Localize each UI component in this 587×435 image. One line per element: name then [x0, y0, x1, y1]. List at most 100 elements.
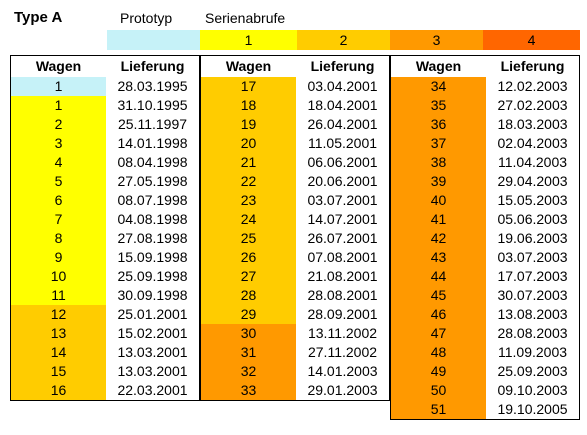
wagen-cell: 40 — [391, 191, 486, 210]
wagen-cell: 34 — [391, 77, 486, 96]
lieferung-cell: 20.06.2001 — [307, 173, 378, 189]
lieferung-cell: 29.04.2003 — [497, 173, 568, 189]
wagen-cell: 17 — [201, 77, 296, 96]
lieferung-cell: 28.08.2001 — [307, 287, 378, 303]
column-header-wagen: Wagen — [415, 58, 462, 74]
wagen-cell: 51 — [391, 400, 486, 419]
table-row: 4 08.04.1998 — [11, 153, 199, 172]
wagen-cell: 42 — [391, 229, 486, 248]
wagen-cell: 8 — [11, 229, 106, 248]
column-header-wagen: Wagen — [225, 58, 272, 74]
lieferung-cell: 11.09.2003 — [497, 344, 568, 360]
wagen-cell: 31 — [201, 343, 296, 362]
table-row: 21 06.06.2001 — [201, 153, 389, 172]
table-row: 44 17.07.2003 — [391, 267, 579, 286]
table-row: 1 31.10.1995 — [11, 96, 199, 115]
table-row: 32 14.01.2003 — [201, 362, 389, 381]
legend-swatch-2: 2 — [297, 30, 390, 50]
table-row: 35 27.02.2003 — [391, 96, 579, 115]
table-row: 49 25.09.2003 — [391, 362, 579, 381]
table-row: 10 25.09.1998 — [11, 267, 199, 286]
table-row: 2 25.11.1997 — [11, 115, 199, 134]
table-row: 38 11.04.2003 — [391, 153, 579, 172]
wagen-cell: 50 — [391, 381, 486, 400]
page-title: Type A — [14, 9, 63, 26]
legend-swatch-1: 1 — [200, 30, 297, 50]
lieferung-cell: 30.07.2003 — [497, 287, 568, 303]
wagen-cell: 46 — [391, 305, 486, 324]
lieferung-cell: 07.08.2001 — [307, 249, 378, 265]
wagen-cell: 26 — [201, 248, 296, 267]
table-row: 33 29.01.2003 — [201, 381, 389, 400]
lieferung-cell: 13.11.2002 — [307, 325, 378, 341]
delivery-table-3: Wagen Lieferung 34 12.02.2003 35 27.02.2003 36… — [390, 55, 580, 420]
table-row: 48 11.09.2003 — [391, 343, 579, 362]
table-row: 6 08.07.1998 — [11, 191, 199, 210]
table-row: 41 05.06.2003 — [391, 210, 579, 229]
wagen-cell: 39 — [391, 172, 486, 191]
table-row: 11 30.09.1998 — [11, 286, 199, 305]
wagen-cell: 33 — [201, 381, 296, 400]
legend-swatch-4: 4 — [483, 30, 580, 50]
lieferung-cell: 31.10.1995 — [117, 97, 188, 113]
lieferung-cell: 03.07.2001 — [307, 192, 378, 208]
table-row: 12 25.01.2001 — [11, 305, 199, 324]
wagen-cell: 44 — [391, 267, 486, 286]
lieferung-cell: 08.04.1998 — [117, 154, 188, 170]
table-row: 27 21.08.2001 — [201, 267, 389, 286]
lieferung-cell: 26.04.2001 — [307, 116, 378, 132]
delivery-table-1: Wagen Lieferung 1 28.03.1995 1 31.10.1995 2 25.… — [10, 55, 200, 401]
wagen-cell: 12 — [11, 305, 106, 324]
lieferung-cell: 14.07.2001 — [307, 211, 378, 227]
wagen-cell: 16 — [11, 381, 106, 400]
table-row: 50 09.10.2003 — [391, 381, 579, 400]
table-row: 34 12.02.2003 — [391, 77, 579, 96]
table-row: 13 15.02.2001 — [11, 324, 199, 343]
table-row: 36 18.03.2003 — [391, 115, 579, 134]
table-row: 24 14.07.2001 — [201, 210, 389, 229]
lieferung-cell: 18.03.2003 — [497, 116, 568, 132]
lieferung-cell: 14.01.1998 — [117, 135, 188, 151]
wagen-cell: 49 — [391, 362, 486, 381]
wagen-cell: 23 — [201, 191, 296, 210]
table-row: 26 07.08.2001 — [201, 248, 389, 267]
table-row: 43 03.07.2003 — [391, 248, 579, 267]
table-row: 28 28.08.2001 — [201, 286, 389, 305]
wagen-cell: 13 — [11, 324, 106, 343]
lieferung-cell: 02.04.2003 — [497, 135, 568, 151]
lieferung-cell: 19.06.2003 — [497, 230, 568, 246]
wagen-cell: 32 — [201, 362, 296, 381]
wagen-cell: 7 — [11, 210, 106, 229]
lieferung-cell: 28.08.2003 — [497, 325, 568, 341]
table-row: 51 19.10.2005 — [391, 400, 579, 419]
wagen-cell: 48 — [391, 343, 486, 362]
wagen-cell: 37 — [391, 134, 486, 153]
wagen-cell: 21 — [201, 153, 296, 172]
table-row: 14 13.03.2001 — [11, 343, 199, 362]
table-row: 31 27.11.2002 — [201, 343, 389, 362]
wagen-cell: 30 — [201, 324, 296, 343]
table-row: 29 28.09.2001 — [201, 305, 389, 324]
lieferung-cell: 15.05.2003 — [497, 192, 568, 208]
wagen-cell: 28 — [201, 286, 296, 305]
lieferung-cell: 08.07.1998 — [117, 192, 188, 208]
wagen-cell: 4 — [11, 153, 106, 172]
lieferung-cell: 11.05.2001 — [307, 135, 378, 151]
lieferung-cell: 15.02.2001 — [117, 325, 188, 341]
wagen-cell: 1 — [11, 77, 106, 96]
lieferung-cell: 14.01.2003 — [307, 363, 378, 379]
wagen-cell: 24 — [201, 210, 296, 229]
lieferung-cell: 22.03.2001 — [117, 382, 188, 398]
table-row: 23 03.07.2001 — [201, 191, 389, 210]
lieferung-cell: 27.11.2002 — [307, 344, 378, 360]
lieferung-cell: 25.09.2003 — [497, 363, 568, 379]
legend-swatch-3: 3 — [390, 30, 483, 50]
table-row: 18 18.04.2001 — [201, 96, 389, 115]
wagen-cell: 47 — [391, 324, 486, 343]
table-row: 42 19.06.2003 — [391, 229, 579, 248]
lieferung-cell: 06.06.2001 — [307, 154, 378, 170]
lieferung-cell: 26.07.2001 — [307, 230, 378, 246]
lieferung-cell: 11.04.2003 — [497, 154, 568, 170]
wagen-cell: 9 — [11, 248, 106, 267]
lieferung-cell: 18.04.2001 — [307, 97, 378, 113]
